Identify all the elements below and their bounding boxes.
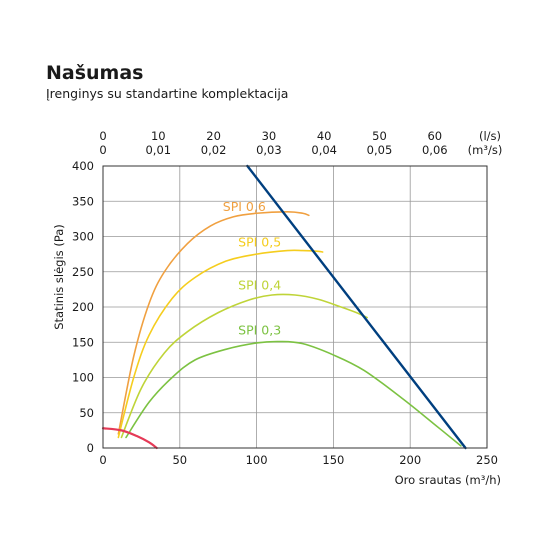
y-tick-label: 150 bbox=[72, 335, 94, 349]
series-annotation: SPI 0,5 bbox=[238, 234, 281, 249]
top-tick-label-m3s: 0 bbox=[99, 143, 106, 157]
series-annotation: SPI 0,6 bbox=[223, 199, 266, 214]
annotations: SPI 0,6 SPI 0,5 SPI 0,4 SPI 0,3 bbox=[223, 199, 281, 337]
y-tick-label: 0 bbox=[87, 441, 94, 455]
top-tick-label-ls: 30 bbox=[262, 129, 277, 143]
y-tick-label: 250 bbox=[72, 265, 94, 279]
top-tick-label-ls: 40 bbox=[317, 129, 332, 143]
series-annotation: SPI 0,4 bbox=[238, 277, 281, 292]
x-tick-labels: 0 50 100 150 200 250 bbox=[99, 453, 498, 467]
top-tick-label-m3s: 0,02 bbox=[201, 143, 227, 157]
x-tick-label: 200 bbox=[399, 453, 421, 467]
top-axis-unit-ls: (l/s) bbox=[479, 129, 501, 143]
y-tick-label: 300 bbox=[72, 230, 94, 244]
series-line-2 bbox=[120, 293, 368, 439]
top-tick-label-m3s: 0,05 bbox=[367, 143, 393, 157]
x-axis-label: Oro srautas (m³/h) bbox=[395, 473, 501, 487]
y-axis-label: Statinis slėgis (Pa) bbox=[52, 224, 66, 330]
top-tick-label-ls: 60 bbox=[427, 129, 442, 143]
top-tick-label-ls: 10 bbox=[151, 129, 166, 143]
series-line-0 bbox=[117, 211, 310, 435]
series-line-1 bbox=[117, 249, 324, 439]
plot-frame bbox=[102, 165, 488, 449]
y-tick-label: 50 bbox=[79, 406, 94, 420]
top-tick-label-m3s: 0,06 bbox=[422, 143, 448, 157]
y-tick-label: 350 bbox=[72, 194, 94, 208]
series-line-3 bbox=[125, 340, 462, 447]
top-tick-label-ls: 20 bbox=[206, 129, 221, 143]
top-tick-label-ls: 50 bbox=[372, 129, 387, 143]
chart-subtitle: Įrenginys su standartine komplektacija bbox=[46, 86, 289, 101]
y-tick-label: 400 bbox=[72, 159, 94, 173]
x-tick-label: 150 bbox=[322, 453, 344, 467]
top-tick-label-m3s: 0,01 bbox=[145, 143, 171, 157]
top-tick-label-m3s: 0,03 bbox=[256, 143, 282, 157]
y-tick-labels: 0 50 100 150 200 250 300 350 400 bbox=[72, 159, 94, 455]
chart-title: Našumas bbox=[46, 62, 144, 84]
x-tick-label: 250 bbox=[476, 453, 498, 467]
top-axis-unit-m3s: (m³/s) bbox=[468, 143, 503, 157]
series-group bbox=[101, 164, 467, 450]
x-tick-label: 0 bbox=[99, 453, 106, 467]
top-tick-label-m3s: 0,04 bbox=[311, 143, 337, 157]
top-tick-labels: 0 10 20 30 40 50 60 0 0,01 0,02 0,03 0,04 0,05 0,06 bbox=[99, 129, 447, 157]
y-tick-label: 200 bbox=[72, 300, 94, 314]
series-line-5 bbox=[101, 427, 158, 450]
x-tick-label: 100 bbox=[246, 453, 268, 467]
series-annotation: SPI 0,3 bbox=[238, 322, 281, 337]
series-line-4 bbox=[246, 164, 467, 450]
top-tick-label-ls: 0 bbox=[99, 129, 106, 143]
grid bbox=[102, 165, 488, 449]
y-tick-label: 100 bbox=[72, 371, 94, 385]
x-tick-label: 50 bbox=[172, 453, 187, 467]
